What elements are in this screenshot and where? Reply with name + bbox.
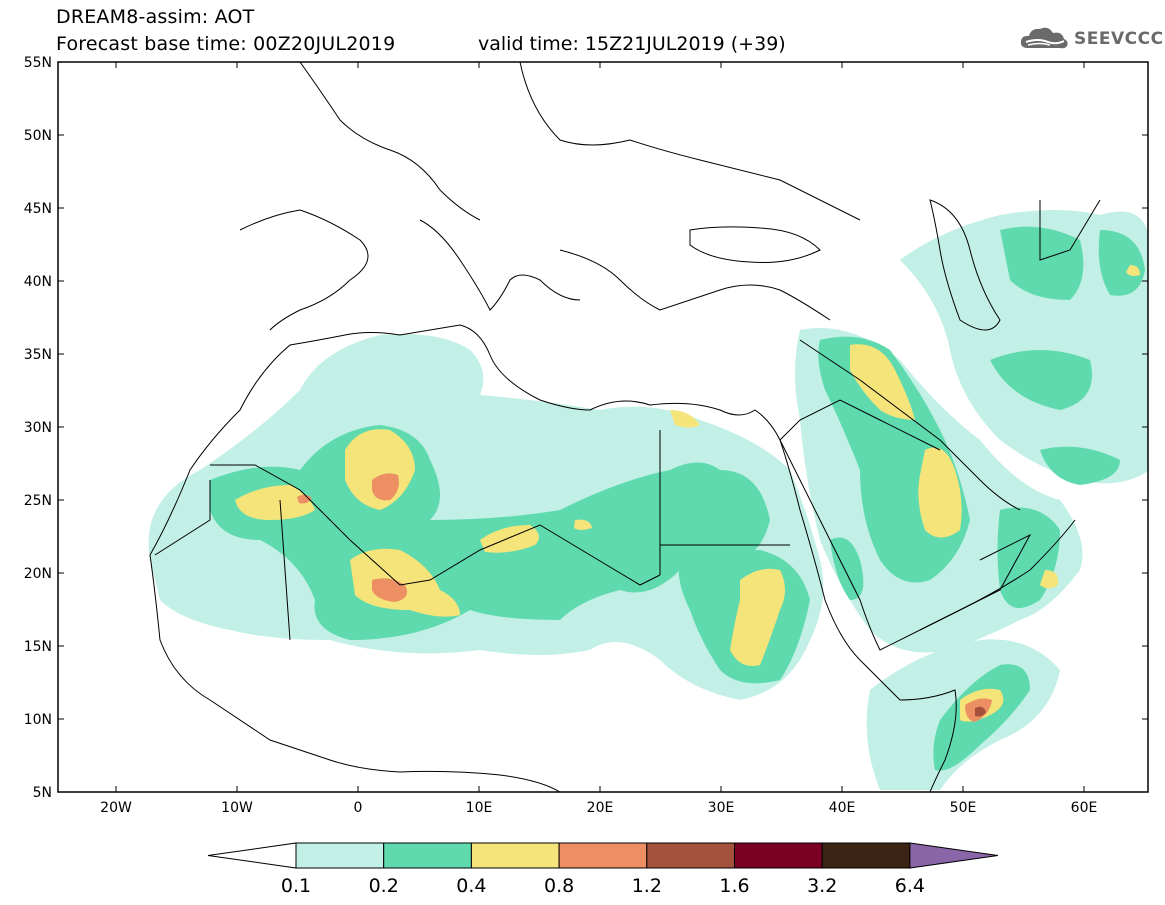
colorbar-level-label: 0.2 xyxy=(369,875,399,897)
colorbar-level-label: 0.8 xyxy=(544,875,574,897)
lat-label-5n: 5N xyxy=(33,785,52,801)
lon-label-10w: 10W xyxy=(221,800,253,816)
lon-label-0: 0 xyxy=(354,800,363,816)
colorbar-box xyxy=(470,842,560,869)
colorbar-box xyxy=(734,842,823,869)
lon-label-50e: 50E xyxy=(950,800,977,816)
colorbar-box xyxy=(295,842,385,869)
lat-label-50n: 50N xyxy=(24,128,52,144)
lat-label-45n: 45N xyxy=(24,201,52,217)
lat-label-15n: 15N xyxy=(24,639,52,655)
forecast-base-time: Forecast base time: 00Z20JUL2019 xyxy=(56,33,396,55)
latitude-axis: 55N 50N 45N 40N 35N 30N 25N 20N 15N 10N … xyxy=(24,55,1148,801)
colorbar-box xyxy=(821,842,911,869)
aot-level-0.4 xyxy=(235,265,1140,722)
lon-label-10e: 10E xyxy=(466,800,493,816)
lon-label-60e: 60E xyxy=(1071,800,1098,816)
colorbar-level-label: 0.1 xyxy=(281,875,311,897)
lat-label-20n: 20N xyxy=(24,566,52,582)
aot-level-1.2 xyxy=(975,706,986,717)
lon-label-20w: 20W xyxy=(100,800,132,816)
valid-time: valid time: 15Z21JUL2019 (+39) xyxy=(478,33,786,55)
colorbar-over-triangle xyxy=(909,842,998,869)
cloud-icon xyxy=(1020,27,1068,49)
lat-label-55n: 55N xyxy=(24,55,52,71)
logo-text: SEEVCCC xyxy=(1074,29,1164,49)
lon-label-20e: 20E xyxy=(587,800,614,816)
colorbar-level-label: 6.4 xyxy=(895,875,925,897)
colorbar-level-label: 3.2 xyxy=(807,875,837,897)
lat-label-10n: 10N xyxy=(24,712,52,728)
longitude-axis: 20W 10W 0 10E 20E 30E 40E 50E 60E xyxy=(100,62,1097,816)
lat-label-35n: 35N xyxy=(24,347,52,363)
lon-label-30e: 30E xyxy=(708,800,735,816)
colorbar-level-label: 0.4 xyxy=(456,875,486,897)
lat-label-40n: 40N xyxy=(24,274,52,290)
lat-label-30n: 30N xyxy=(24,420,52,436)
seevccc-logo: SEEVCCC xyxy=(1018,24,1164,54)
colorbar-boxes xyxy=(207,842,998,869)
lat-label-25n: 25N xyxy=(24,493,52,509)
lon-label-40e: 40E xyxy=(829,800,856,816)
colorbar-box xyxy=(558,842,648,869)
colorbar-box xyxy=(383,842,472,869)
colorbar-box xyxy=(646,842,735,869)
coastlines xyxy=(149,62,1101,792)
colorbar-under-triangle xyxy=(207,842,297,869)
colorbar-level-label: 1.2 xyxy=(632,875,662,897)
map-title: DREAM8-assim: AOT xyxy=(56,6,255,28)
colorbar-level-label: 1.6 xyxy=(719,875,749,897)
colorbar-labels: 0.1 0.2 0.4 0.8 1.2 1.6 3.2 6.4 xyxy=(281,875,925,897)
